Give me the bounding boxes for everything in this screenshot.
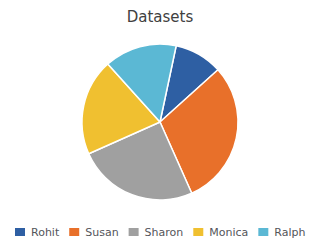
svg-text:Datasets: Datasets bbox=[127, 8, 194, 26]
svg-text:Susan: Susan bbox=[85, 226, 118, 239]
svg-text:Rohit: Rohit bbox=[31, 226, 60, 239]
svg-text:Sharon: Sharon bbox=[145, 226, 184, 239]
svg-text:Monica: Monica bbox=[209, 226, 248, 239]
svg-text:Ralph: Ralph bbox=[274, 226, 305, 239]
